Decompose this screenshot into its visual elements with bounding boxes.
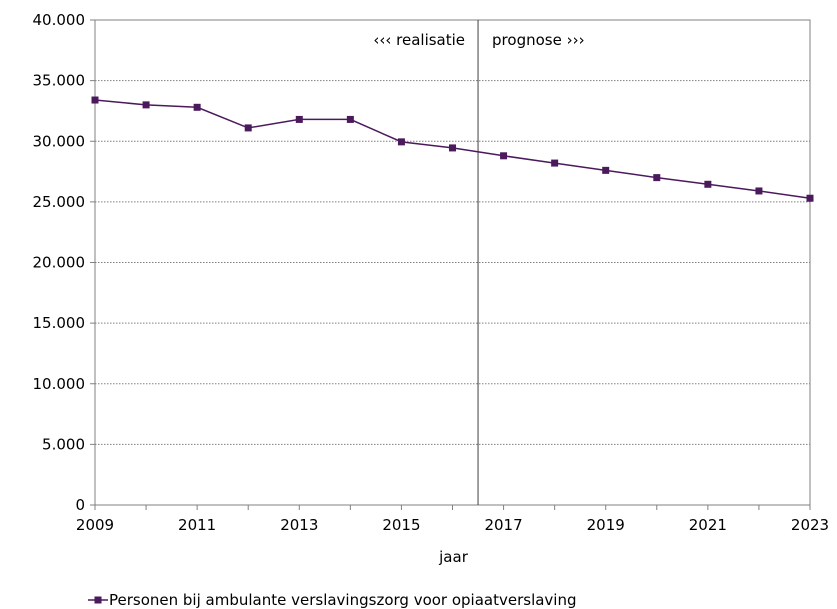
- x-tick-label: 2013: [280, 516, 318, 534]
- legend-marker-icon: [94, 596, 102, 604]
- data-point: [397, 138, 405, 146]
- x-axis-ticks: 2009 2011 2013 2015 2017 2019 2021 2023: [76, 505, 829, 534]
- data-point: [346, 115, 354, 123]
- data-point: [500, 152, 508, 160]
- data-point: [602, 166, 610, 174]
- data-point: [91, 96, 99, 104]
- y-tick-label: 0: [75, 496, 85, 514]
- series-layer: [91, 96, 814, 202]
- x-tick-label: 2021: [689, 516, 727, 534]
- y-axis-ticks: 0 5.000 10.000 15.000 20.000 25.000 30.000 35.0…: [33, 11, 95, 514]
- data-point: [704, 180, 712, 188]
- data-point: [551, 159, 559, 167]
- y-tick-label: 40.000: [33, 11, 86, 29]
- grid-lines: [95, 80, 810, 445]
- data-point: [449, 144, 456, 152]
- y-tick-label: 10.000: [33, 375, 86, 393]
- x-tick-label: 2009: [76, 516, 114, 534]
- x-tick-label: 2017: [484, 516, 522, 534]
- data-point: [755, 187, 763, 195]
- x-tick-label: 2019: [587, 516, 625, 534]
- legend-label: Personen bij ambulante verslavingszorg v…: [109, 591, 577, 609]
- data-point: [142, 101, 150, 109]
- data-point: [653, 174, 661, 182]
- x-tick-label: 2023: [791, 516, 829, 534]
- y-tick-label: 35.000: [33, 72, 86, 90]
- data-point: [295, 115, 303, 123]
- data-point: [806, 194, 814, 202]
- y-tick-label: 20.000: [33, 254, 86, 272]
- y-tick-label: 15.000: [33, 314, 86, 332]
- prognose-label: prognose ›››: [492, 31, 585, 49]
- data-point: [193, 103, 201, 111]
- realisatie-label: ‹‹‹ realisatie: [373, 31, 465, 49]
- y-tick-label: 25.000: [33, 193, 86, 211]
- x-axis-label: jaar: [438, 548, 469, 566]
- x-tick-label: 2015: [382, 516, 420, 534]
- y-tick-label: 30.000: [33, 132, 86, 150]
- y-tick-label: 5.000: [42, 435, 85, 453]
- data-point: [244, 124, 252, 132]
- x-tick-label: 2011: [178, 516, 216, 534]
- legend: Personen bij ambulante verslavingszorg v…: [88, 591, 577, 609]
